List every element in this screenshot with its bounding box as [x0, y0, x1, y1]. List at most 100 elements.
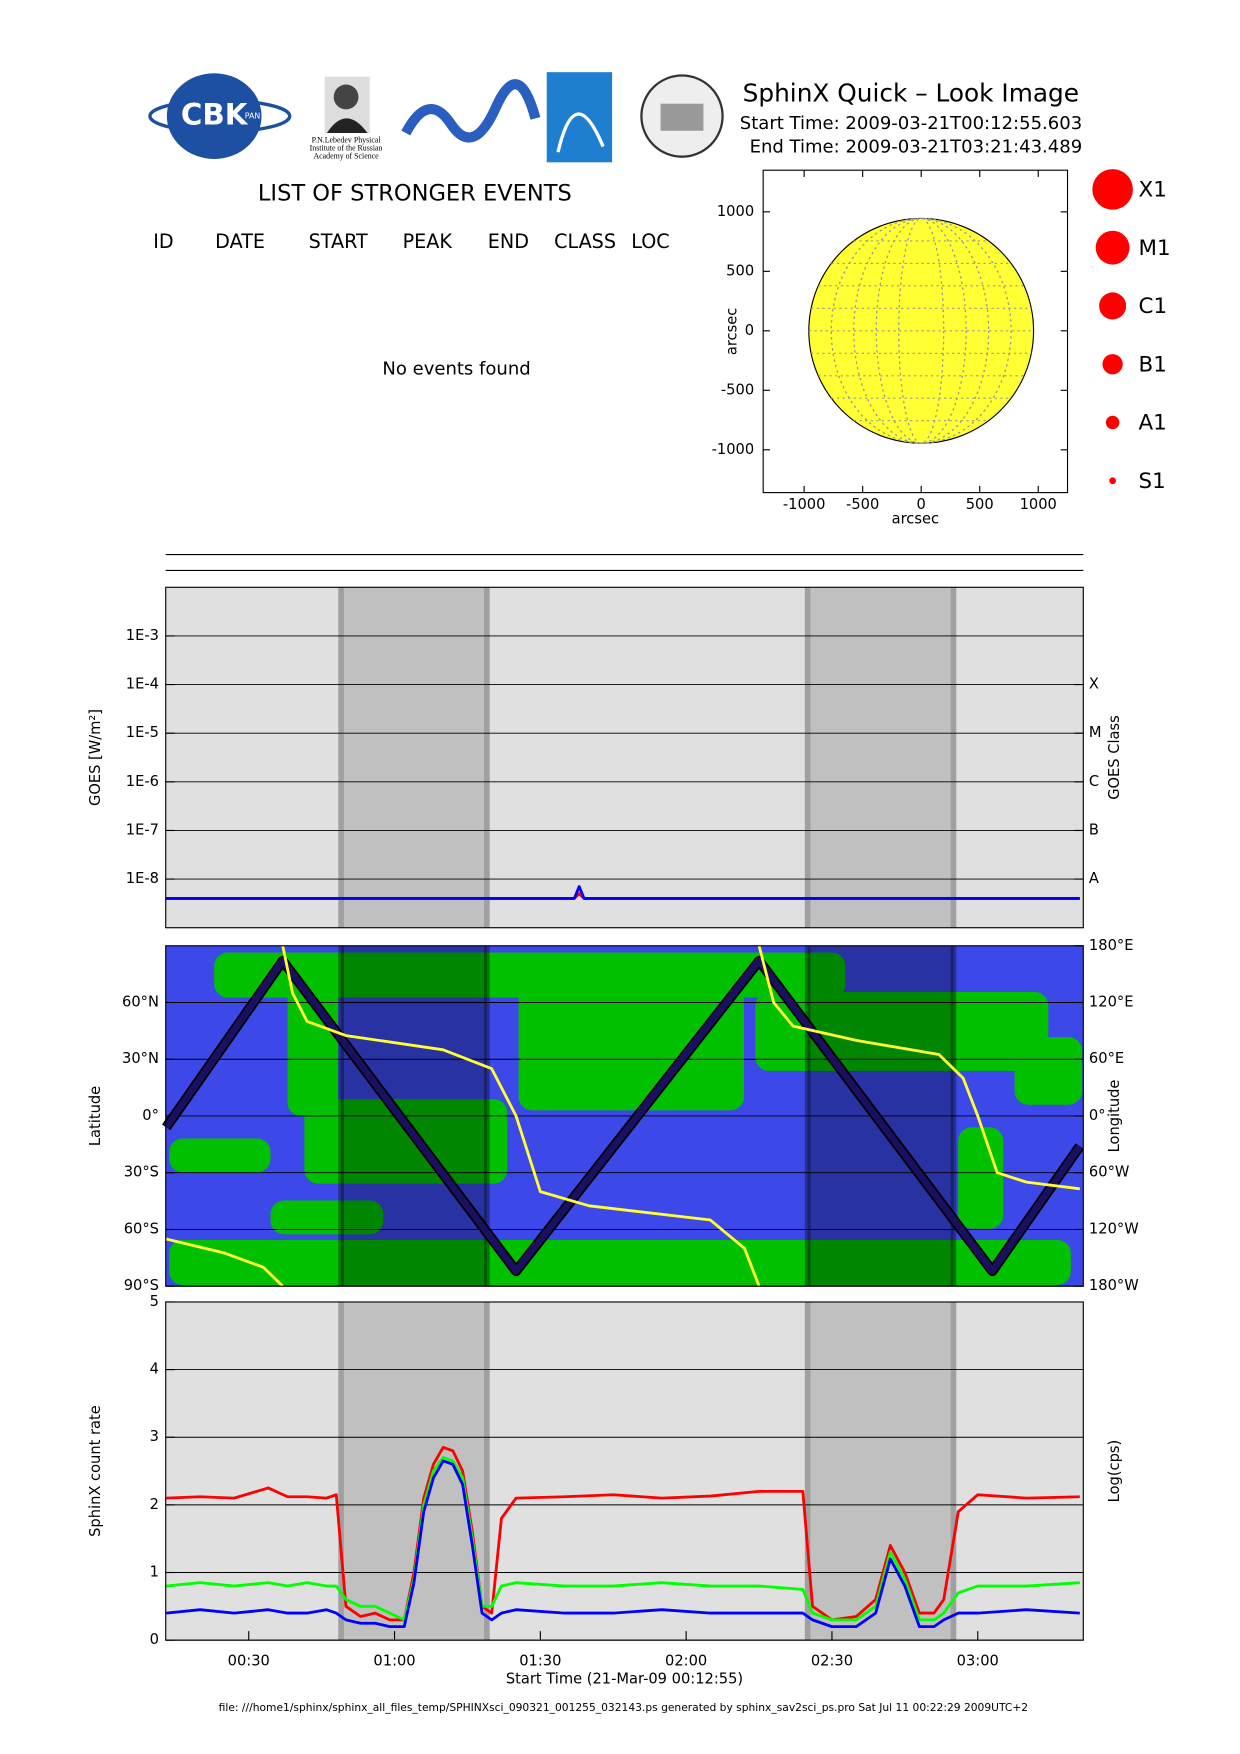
legend-marker: [1095, 230, 1130, 265]
data-line: [166, 885, 1080, 900]
y-tick-label: 500: [726, 262, 754, 279]
plot-frame: [165, 586, 1084, 929]
shaded-interval: [341, 587, 487, 928]
y-tick-label: 1E-4: [126, 676, 159, 693]
column-header: START: [309, 230, 368, 253]
y-axis-label: GOES [W/m²]: [87, 709, 104, 806]
y2-tick-label: 120°W: [1089, 1220, 1139, 1237]
y-tick-label: 30°S: [124, 1164, 159, 1181]
plot-frame: [165, 1301, 1084, 1641]
x-axis-label: arcsec: [892, 511, 939, 528]
y-tick-label: 90°S: [124, 1277, 159, 1294]
legend-marker: [1105, 415, 1120, 430]
logo-text: P.N.Lebedev Physical: [312, 136, 382, 145]
data-line: [166, 1445, 1080, 1622]
y-tick-label: 3: [150, 1428, 159, 1445]
end-time: End Time: 2009-03-21T03:21:43.489: [750, 137, 1083, 158]
y2-tick-label: A: [1089, 870, 1099, 887]
x-tick-label: -500: [846, 496, 879, 513]
y-tick-label: 1E-8: [126, 870, 159, 887]
logo-text: Institute of the Russian: [310, 144, 383, 153]
y-tick-label: 30°N: [122, 1050, 159, 1067]
y-tick-label: 1E-6: [126, 773, 159, 790]
land-mass: [1014, 1037, 1083, 1105]
y2-tick-label: 60°E: [1089, 1050, 1124, 1067]
x-tick-label: 03:00: [957, 1653, 999, 1670]
y-axis-label: SphinX count rate: [87, 1405, 104, 1537]
y-tick-label: 1: [150, 1564, 159, 1581]
land: [169, 952, 1083, 1286]
land-mass: [169, 1239, 1071, 1286]
land-mass: [518, 963, 744, 1111]
data-line: [166, 1459, 1080, 1629]
y2-tick-label: 180°W: [1089, 1277, 1139, 1294]
x-tick-label: 0: [917, 496, 926, 513]
y2-tick-label: M: [1089, 724, 1102, 741]
column-header: DATE: [215, 230, 265, 253]
y-tick-label: 0: [745, 322, 754, 339]
y2-axis-label: GOES Class: [1106, 715, 1123, 800]
start-time: Start Time: 2009-03-21T00:12:55.603: [740, 113, 1082, 134]
y-tick-label: -500: [721, 381, 754, 398]
y-tick-label: 5: [150, 1293, 159, 1310]
sun-grid: [853, 217, 990, 444]
land-mass: [270, 1200, 384, 1235]
events-message: No events found: [382, 359, 530, 380]
y-tick-label: -1000: [712, 441, 755, 458]
logos: [148, 72, 724, 163]
track-line: [165, 945, 1080, 1288]
y2-tick-label: 0°: [1089, 1107, 1106, 1124]
legend-marker: [1102, 354, 1123, 375]
x-axis-label: Start Time (21-Mar-09 00:12:55): [506, 1671, 743, 1688]
legend-marker: [1109, 477, 1116, 485]
land-mass: [958, 1127, 1004, 1229]
y-tick-label: 1E-5: [126, 724, 159, 741]
y2-tick-label: 60°W: [1089, 1164, 1129, 1181]
x-tick-label: 01:00: [373, 1653, 415, 1670]
y-tick-label: 0°: [142, 1107, 159, 1124]
column-header: END: [488, 230, 529, 253]
y-tick-label: 60°S: [124, 1220, 159, 1237]
data-line: [166, 1456, 1080, 1622]
legend-label: X1: [1139, 178, 1167, 203]
column-header: PEAK: [403, 230, 453, 253]
legend-label: B1: [1139, 352, 1167, 377]
logo-text: CBK: [181, 98, 249, 132]
column-header: LOC: [631, 230, 669, 253]
column-header: ID: [153, 230, 173, 253]
y2-axis-label: Longitude: [1106, 1080, 1123, 1153]
legend-marker: [1092, 169, 1133, 210]
legend-label: M1: [1139, 236, 1171, 261]
x-tick-label: 500: [966, 496, 994, 513]
x-tick-label: -1000: [783, 496, 826, 513]
legend-label: S1: [1139, 469, 1166, 494]
legend-marker: [1099, 292, 1127, 320]
x-tick-label: 00:30: [228, 1653, 270, 1670]
sun-disk: [808, 217, 1035, 444]
y-axis-label: arcsec: [724, 308, 741, 355]
track-line: [163, 957, 1083, 1275]
land-mass: [304, 1099, 508, 1184]
y-tick-label: 4: [150, 1361, 159, 1378]
y2-axis-label: Log(cps): [1106, 1440, 1123, 1503]
legend-label: C1: [1139, 294, 1168, 319]
y2-tick-label: C: [1089, 773, 1099, 790]
y2-tick-label: X: [1089, 676, 1099, 693]
y2-tick-label: 120°E: [1089, 994, 1134, 1011]
y-tick-label: 60°N: [122, 994, 159, 1011]
y-tick-label: 1E-3: [126, 627, 159, 644]
logo-text: Academy of Science: [313, 152, 379, 161]
y-axis-label: Latitude: [87, 1086, 104, 1146]
sun-grid: [898, 217, 945, 444]
legend-label: A1: [1139, 411, 1167, 436]
footer: file: ///home1/sphinx/sphinx_all_files_t…: [219, 1701, 1028, 1714]
plot-frame: [762, 169, 1069, 494]
land-mass: [169, 1138, 271, 1173]
sun-grid: [830, 217, 1012, 444]
shaded-interval: [807, 587, 954, 928]
y-tick-label: 1000: [717, 203, 754, 220]
shaded-interval: [341, 1301, 487, 1641]
column-header: CLASS: [554, 230, 616, 253]
events-title: LIST OF STRONGER EVENTS: [258, 180, 572, 206]
